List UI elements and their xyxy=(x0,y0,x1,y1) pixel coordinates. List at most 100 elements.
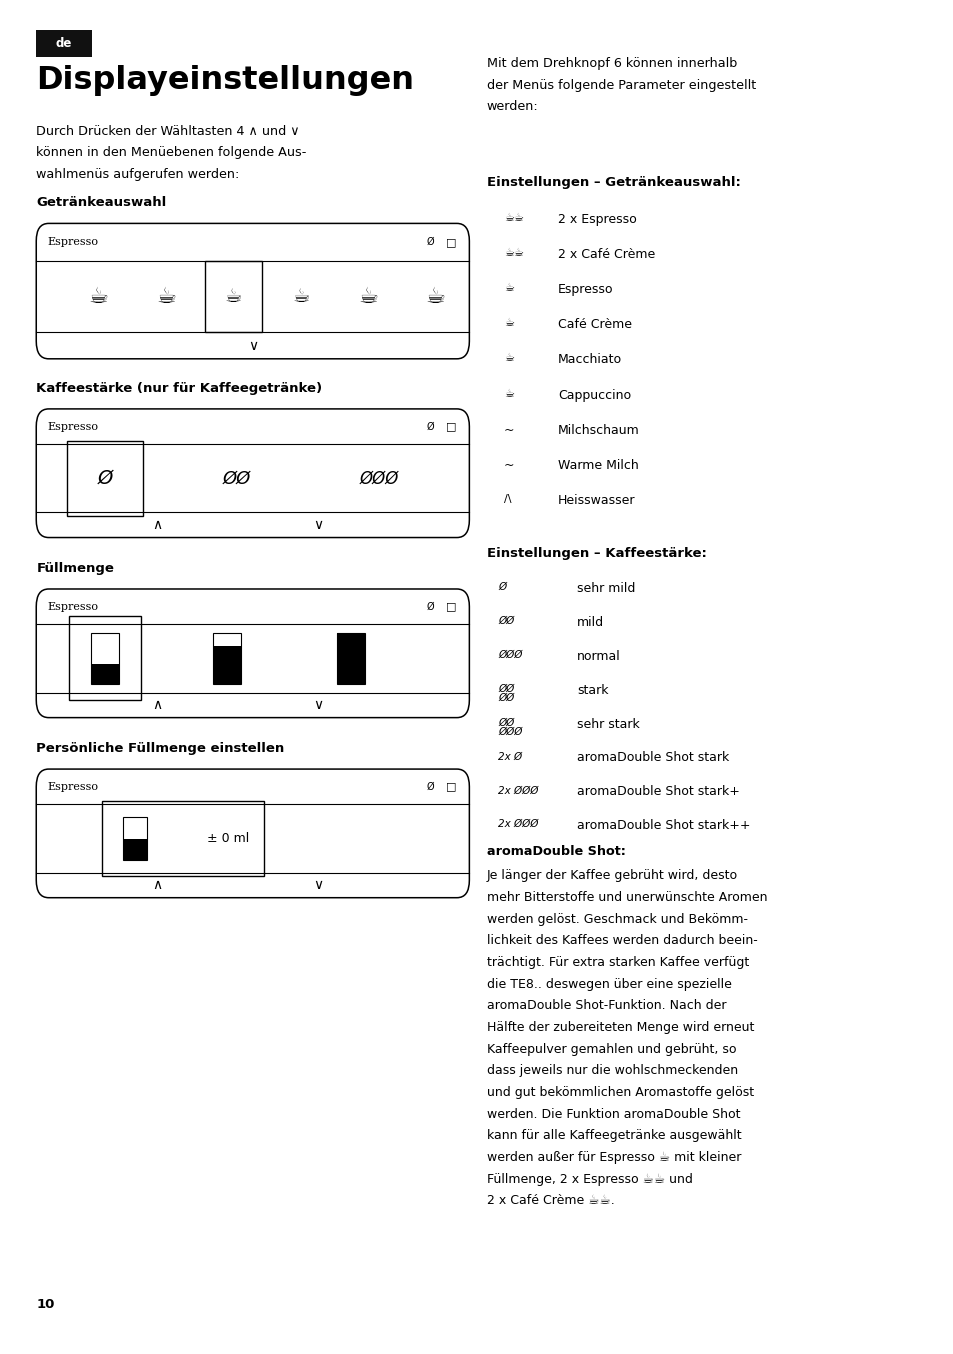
FancyBboxPatch shape xyxy=(36,769,469,898)
Text: Espresso: Espresso xyxy=(48,601,98,612)
Text: normal: normal xyxy=(577,650,620,663)
Text: aromaDouble Shot stark++: aromaDouble Shot stark++ xyxy=(577,819,750,833)
Text: Espresso: Espresso xyxy=(48,421,98,432)
Text: aromaDouble Shot:: aromaDouble Shot: xyxy=(486,845,625,858)
Bar xyxy=(205,261,262,332)
Text: werden gelöst. Geschmack und Bekömm-: werden gelöst. Geschmack und Bekömm- xyxy=(486,913,747,926)
Text: ØØØ: ØØØ xyxy=(359,470,399,487)
FancyBboxPatch shape xyxy=(36,223,469,359)
Text: Warme Milch: Warme Milch xyxy=(558,459,639,473)
Text: ~: ~ xyxy=(503,459,514,473)
Text: mehr Bitterstoffe und unerwünschte Aromen: mehr Bitterstoffe und unerwünschte Arome… xyxy=(486,891,766,904)
Text: ☕: ☕ xyxy=(503,318,513,328)
Text: □: □ xyxy=(445,601,456,612)
Text: ØØ
ØØ: ØØ ØØ xyxy=(497,684,514,703)
Text: Espresso: Espresso xyxy=(48,781,98,792)
Text: ☕: ☕ xyxy=(292,287,310,306)
Text: Ø: Ø xyxy=(97,468,112,487)
Text: Macchiato: Macchiato xyxy=(558,353,621,367)
Text: wahlmenüs aufgerufen werden:: wahlmenüs aufgerufen werden: xyxy=(36,168,239,181)
Text: ∨: ∨ xyxy=(313,879,322,892)
Text: aromaDouble Shot stark: aromaDouble Shot stark xyxy=(577,751,729,765)
Text: Ø: Ø xyxy=(426,421,434,432)
Text: ∧: ∧ xyxy=(152,879,162,892)
Text: ± 0 ml: ± 0 ml xyxy=(207,831,249,845)
Text: Getränkeauswahl: Getränkeauswahl xyxy=(36,196,167,210)
Text: ØØ
ØØØ: ØØ ØØØ xyxy=(497,718,522,737)
Bar xyxy=(36,30,91,57)
Text: aromaDouble Shot-Funktion. Nach der: aromaDouble Shot-Funktion. Nach der xyxy=(486,999,725,1013)
Text: Ø: Ø xyxy=(426,781,434,792)
Text: ∨: ∨ xyxy=(313,519,322,532)
Text: Espresso: Espresso xyxy=(48,237,98,246)
Bar xyxy=(102,802,264,876)
Text: ∧: ∧ xyxy=(152,519,162,532)
Text: 2x ØØØ: 2x ØØØ xyxy=(497,819,537,829)
Text: ☕: ☕ xyxy=(89,287,109,306)
Text: 2x Ø: 2x Ø xyxy=(497,751,521,761)
Text: stark: stark xyxy=(577,684,608,697)
Text: die TE8.. deswegen über eine spezielle: die TE8.. deswegen über eine spezielle xyxy=(486,978,731,991)
FancyBboxPatch shape xyxy=(36,409,469,538)
Text: 2 x Café Crème ☕☕.: 2 x Café Crème ☕☕. xyxy=(486,1194,614,1208)
Text: ☕: ☕ xyxy=(358,287,377,306)
Text: werden außer für Espresso ☕ mit kleiner: werden außer für Espresso ☕ mit kleiner xyxy=(486,1151,740,1164)
Bar xyxy=(336,632,365,684)
Text: sehr mild: sehr mild xyxy=(577,582,635,596)
Text: ØØ: ØØ xyxy=(497,616,514,626)
Text: 2 x Espresso: 2 x Espresso xyxy=(558,213,637,226)
Bar xyxy=(213,646,241,684)
Text: 2x ØØØ: 2x ØØØ xyxy=(497,785,537,795)
Bar xyxy=(69,616,140,700)
Bar xyxy=(91,632,119,684)
Text: und gut bekömmlichen Aromastoffe gelöst: und gut bekömmlichen Aromastoffe gelöst xyxy=(486,1086,753,1099)
Text: ~: ~ xyxy=(503,424,514,437)
Text: Ø: Ø xyxy=(426,237,434,246)
Text: Cappuccino: Cappuccino xyxy=(558,389,631,402)
Text: Füllmenge, 2 x Espresso ☕☕ und: Füllmenge, 2 x Espresso ☕☕ und xyxy=(486,1173,692,1186)
Text: ☕: ☕ xyxy=(425,287,445,306)
Text: Kaffeestärke (nur für Kaffeegetränke): Kaffeestärke (nur für Kaffeegetränke) xyxy=(36,382,322,395)
Text: Je länger der Kaffee gebrüht wird, desto: Je länger der Kaffee gebrüht wird, desto xyxy=(486,869,737,883)
Text: werden:: werden: xyxy=(486,100,537,114)
Text: ☕: ☕ xyxy=(503,283,513,292)
Text: Kaffeepulver gemahlen und gebrüht, so: Kaffeepulver gemahlen und gebrüht, so xyxy=(486,1043,736,1056)
Text: ☕☕: ☕☕ xyxy=(503,248,523,257)
Text: ☕: ☕ xyxy=(156,287,175,306)
Text: Füllmenge: Füllmenge xyxy=(36,562,114,575)
Text: Ø: Ø xyxy=(426,601,434,612)
Text: □: □ xyxy=(445,421,456,432)
Bar xyxy=(91,663,119,684)
Bar xyxy=(213,632,241,684)
Text: mild: mild xyxy=(577,616,603,630)
Text: Displayeinstellungen: Displayeinstellungen xyxy=(36,65,414,96)
Text: ☕: ☕ xyxy=(503,389,513,398)
Text: ☕: ☕ xyxy=(224,287,242,306)
Bar xyxy=(123,816,147,860)
Text: Einstellungen – Kaffeestärke:: Einstellungen – Kaffeestärke: xyxy=(486,547,705,561)
Text: ∧: ∧ xyxy=(152,699,162,712)
Text: sehr stark: sehr stark xyxy=(577,718,639,731)
Text: werden. Die Funktion aromaDouble Shot: werden. Die Funktion aromaDouble Shot xyxy=(486,1108,740,1121)
Text: dass jeweils nur die wohlschmeckenden: dass jeweils nur die wohlschmeckenden xyxy=(486,1064,737,1078)
Text: kann für alle Kaffeegetränke ausgewählt: kann für alle Kaffeegetränke ausgewählt xyxy=(486,1129,740,1143)
Text: □: □ xyxy=(445,781,456,792)
Text: ∨: ∨ xyxy=(248,338,257,352)
Text: □: □ xyxy=(445,237,456,246)
Text: ∨: ∨ xyxy=(313,699,322,712)
Text: der Menüs folgende Parameter eingestellt: der Menüs folgende Parameter eingestellt xyxy=(486,79,755,92)
Text: /\: /\ xyxy=(503,494,511,504)
Text: trächtigt. Für extra starken Kaffee verfügt: trächtigt. Für extra starken Kaffee verf… xyxy=(486,956,748,969)
Text: Durch Drücken der Wähltasten 4 ∧ und ∨: Durch Drücken der Wähltasten 4 ∧ und ∨ xyxy=(36,125,299,138)
Text: Hälfte der zubereiteten Menge wird erneut: Hälfte der zubereiteten Menge wird erneu… xyxy=(486,1021,753,1034)
Text: Heisswasser: Heisswasser xyxy=(558,494,635,508)
Bar xyxy=(67,441,143,516)
Text: können in den Menüebenen folgende Aus-: können in den Menüebenen folgende Aus- xyxy=(36,146,306,160)
Text: Espresso: Espresso xyxy=(558,283,613,297)
Text: Milchschaum: Milchschaum xyxy=(558,424,639,437)
Text: ☕: ☕ xyxy=(503,353,513,363)
FancyBboxPatch shape xyxy=(36,589,469,718)
Text: Einstellungen – Getränkeauswahl:: Einstellungen – Getränkeauswahl: xyxy=(486,176,740,190)
Text: ☕☕: ☕☕ xyxy=(503,213,523,222)
Text: ØØ: ØØ xyxy=(222,470,251,487)
